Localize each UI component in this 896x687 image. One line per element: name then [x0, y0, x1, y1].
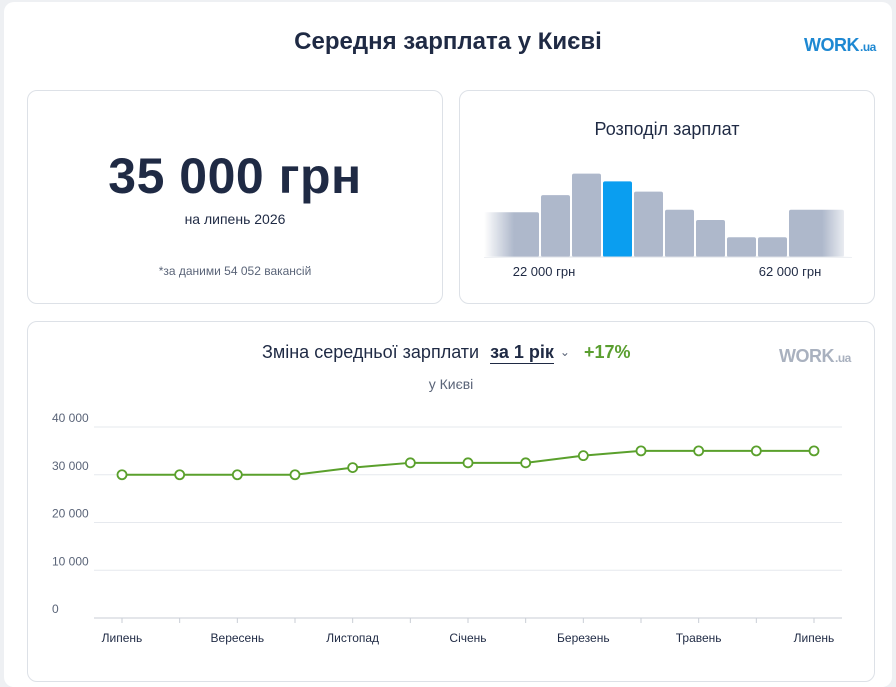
distribution-bar: [665, 209, 694, 257]
logo-suffix: .ua: [860, 40, 876, 54]
salary-change-badge: +17%: [583, 342, 631, 362]
data-point[interactable]: [462, 457, 474, 469]
trend-title: Зміна середньої зарплати: [262, 342, 480, 362]
distribution-bar: [634, 191, 663, 257]
y-tick-label: 30 000: [52, 459, 89, 473]
distribution-min-label: 22 000 грн: [512, 264, 576, 279]
distribution-chart: [484, 173, 852, 258]
page-title: Середня зарплата у Києві: [294, 28, 602, 55]
data-point[interactable]: [404, 457, 416, 469]
work-ua-logo[interactable]: WORK.ua: [804, 35, 876, 56]
chevron-down-icon[interactable]: ⌄: [559, 345, 570, 359]
x-tick-label: Листопад: [326, 631, 379, 645]
distribution-bar-highlight: [603, 181, 632, 257]
data-point[interactable]: [231, 469, 243, 481]
data-point[interactable]: [347, 462, 359, 473]
y-tick-label: 40 000: [52, 411, 89, 425]
y-tick-label: 0: [52, 602, 59, 616]
y-tick-label: 10 000: [52, 554, 89, 568]
x-tick-label: Вересень: [211, 631, 265, 645]
data-point[interactable]: [520, 457, 532, 469]
x-tick-label: Січень: [449, 631, 486, 645]
distribution-max-label: 62 000 грн: [758, 264, 822, 279]
trend-subtitle: у Києві: [428, 376, 474, 392]
data-point[interactable]: [750, 445, 762, 457]
distribution-bar: [541, 195, 570, 257]
x-tick-label: Липень: [102, 631, 143, 645]
average-salary-card: 35 000 грн на липень 2026 *за даними 54 …: [27, 90, 443, 304]
watermark-suffix: .ua: [835, 351, 851, 365]
data-point[interactable]: [577, 450, 589, 462]
salary-trend-chart: 0 10 000 20 000 30 000 40 000 Липень Вересень…: [52, 411, 842, 645]
trend-title-row: Зміна середньої зарплати за 1 рік ⌄ +17%: [262, 342, 631, 364]
distribution-bar: [758, 237, 787, 257]
data-point[interactable]: [808, 445, 820, 457]
data-point[interactable]: [116, 469, 128, 481]
data-point[interactable]: [289, 469, 301, 481]
salary-trend-card: Зміна середньої зарплати за 1 рік ⌄ +17% у…: [27, 321, 875, 682]
vacancies-note: *за даними 54 052 вакансій: [158, 264, 312, 278]
data-point[interactable]: [693, 445, 705, 457]
y-tick-label: 20 000: [52, 507, 89, 521]
logo-text: WORK: [804, 35, 860, 55]
distribution-bar: [696, 220, 725, 257]
x-tick-label: Березень: [557, 631, 610, 645]
x-tick-label: Травень: [676, 631, 722, 645]
fade-left: [484, 201, 514, 257]
work-ua-watermark-logo: WORK.ua: [779, 346, 851, 367]
distribution-bar: [727, 237, 756, 257]
data-point[interactable]: [174, 469, 186, 481]
salary-date: на липень 2026: [184, 211, 286, 227]
watermark-text: WORK: [779, 346, 835, 366]
distribution-bar: [572, 173, 601, 257]
salary-distribution-card: Розподіл зарплат 22 000 грн 62 000 грн: [459, 90, 875, 304]
data-point[interactable]: [635, 445, 647, 457]
distribution-title: Розподіл зарплат: [594, 119, 740, 139]
x-tick-label: Липень: [794, 631, 835, 645]
fade-right: [822, 201, 852, 257]
average-salary-value: 35 000 грн: [108, 148, 362, 204]
period-select[interactable]: за 1 рік: [490, 342, 554, 364]
